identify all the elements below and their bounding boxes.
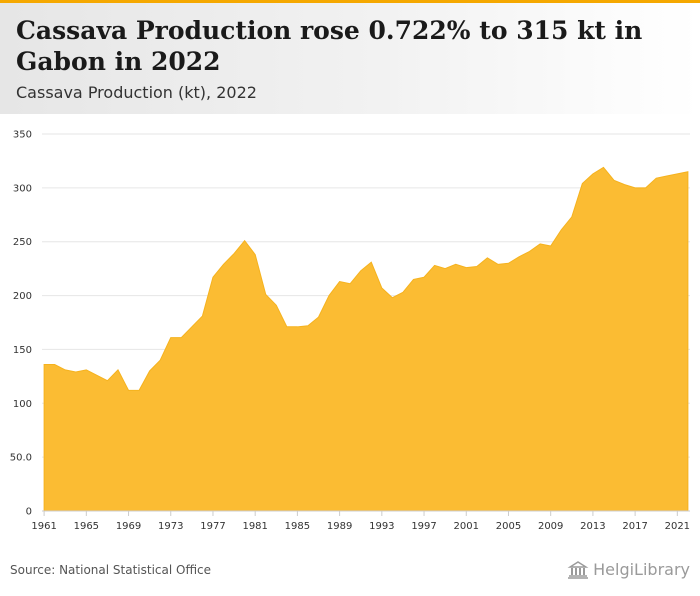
y-tick-label: 100 bbox=[13, 399, 32, 410]
source-note: Source: National Statistical Office bbox=[10, 563, 212, 577]
x-tick-label: 1985 bbox=[285, 521, 310, 532]
series-area-path bbox=[43, 166, 689, 512]
x-axis: 1961 1965 1969 1973 1977 1981 1985 1989 1993 1997… bbox=[31, 510, 690, 532]
y-tick-label: 50.0 bbox=[10, 453, 32, 464]
y-tick-label: 200 bbox=[13, 291, 32, 302]
area-chart: 1961 1965 1969 1973 1977 1981 1985 1989 1993 1997… bbox=[10, 130, 690, 533]
x-tick-label: 2013 bbox=[580, 521, 605, 532]
x-tick-label: 1981 bbox=[242, 521, 267, 532]
y-axis: 0 50.0 100 150 200 250 300 350 bbox=[10, 130, 32, 518]
x-tick-label: 2017 bbox=[622, 521, 647, 532]
x-tick-label: 1965 bbox=[74, 521, 99, 532]
library-columns-icon bbox=[567, 560, 589, 579]
x-tick-label: 1977 bbox=[200, 521, 225, 532]
y-tick-label: 250 bbox=[13, 237, 32, 248]
series-area bbox=[43, 166, 689, 512]
x-tick-label: 1989 bbox=[327, 521, 352, 532]
x-tick-label: 1997 bbox=[411, 521, 436, 532]
x-tick-label: 1993 bbox=[369, 521, 394, 532]
x-tick-label: 2001 bbox=[454, 521, 479, 532]
x-tick-label: 2021 bbox=[665, 521, 690, 532]
page-title: Cassava Production rose 0.722% to 315 kt… bbox=[16, 16, 643, 76]
x-tick-label: 2005 bbox=[496, 521, 521, 532]
y-tick-label: 300 bbox=[13, 183, 32, 194]
y-tick-label: 0 bbox=[26, 507, 32, 518]
header: Cassava Production rose 0.722% to 315 kt… bbox=[0, 3, 700, 114]
accent-bar bbox=[0, 0, 700, 3]
x-tick-label: 1969 bbox=[116, 521, 141, 532]
y-tick-label: 350 bbox=[13, 130, 32, 141]
x-tick-label: 2009 bbox=[538, 521, 563, 532]
brand-logo[interactable]: HelgiLibrary bbox=[567, 560, 690, 579]
brand-name: HelgiLibrary bbox=[593, 560, 690, 579]
x-tick-label: 1961 bbox=[31, 521, 56, 532]
x-tick-label: 1973 bbox=[158, 521, 183, 532]
chart-subtitle: Cassava Production (kt), 2022 bbox=[16, 83, 257, 102]
y-tick-label: 150 bbox=[13, 345, 32, 356]
